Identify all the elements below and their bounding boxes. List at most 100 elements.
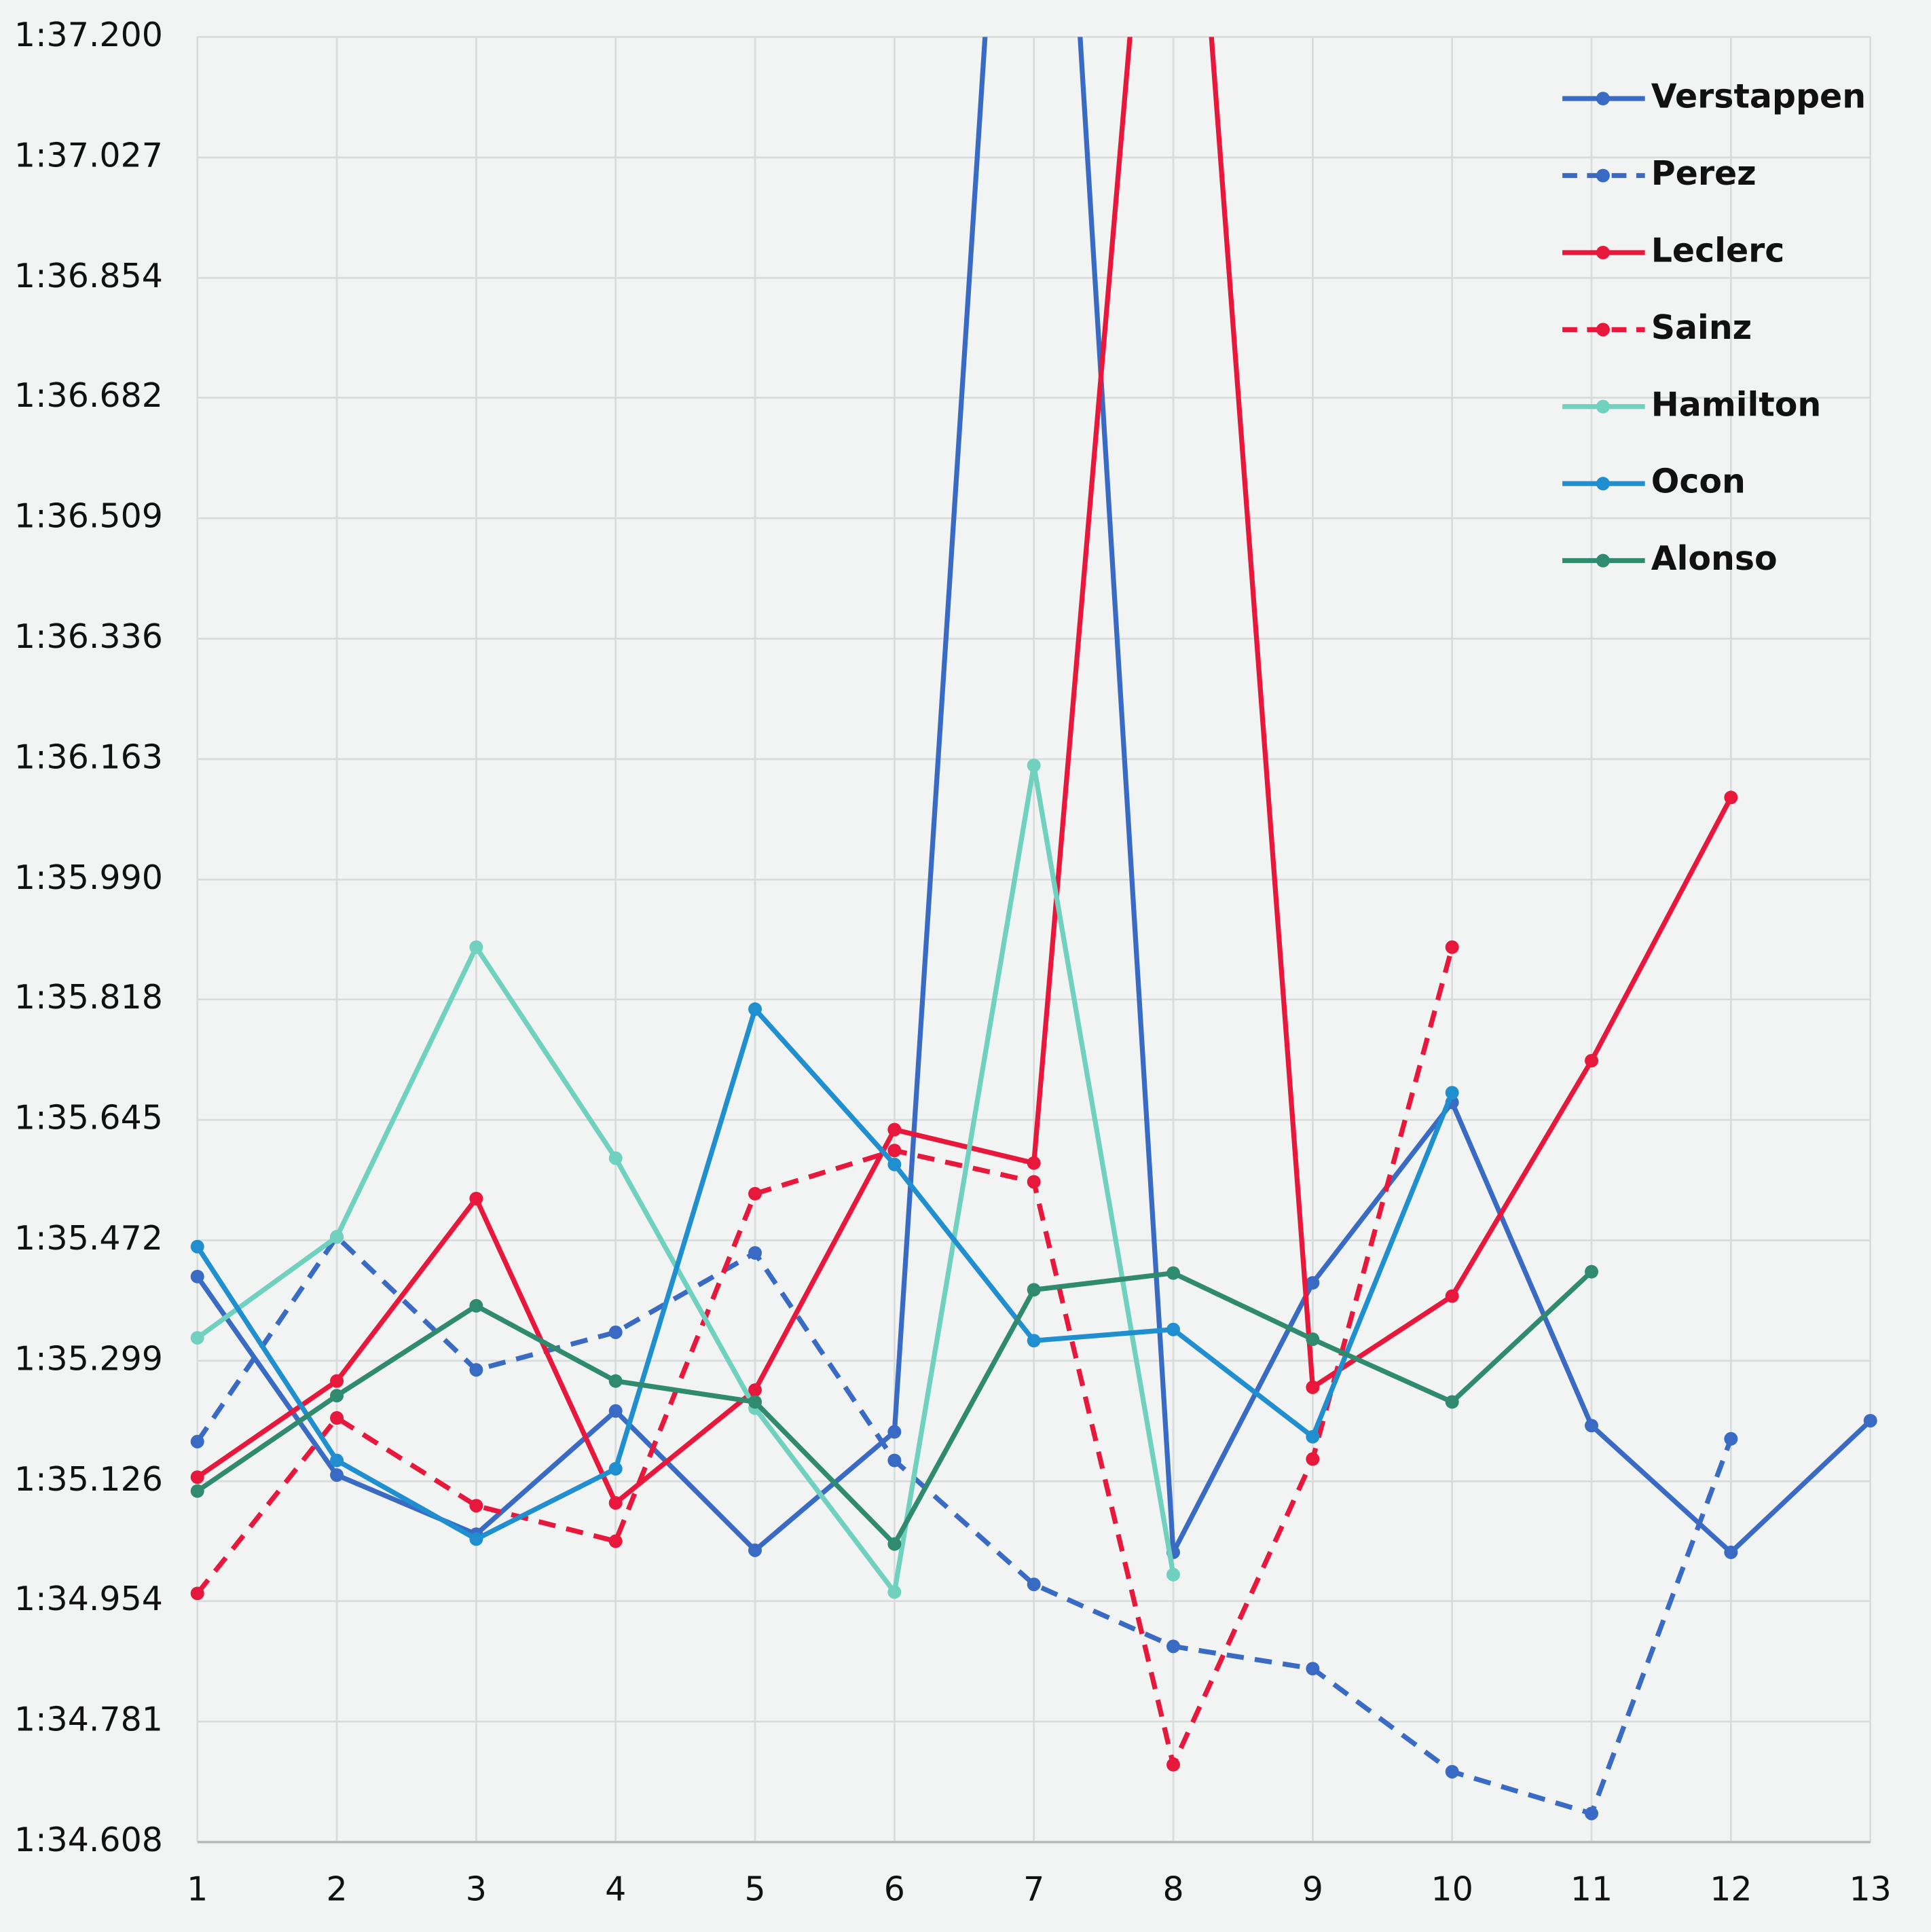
data-point	[608, 1461, 623, 1476]
data-point	[1445, 940, 1459, 954]
y-tick-label: 1:34.608	[14, 1821, 163, 1859]
data-point	[887, 1157, 902, 1171]
data-point	[748, 1245, 762, 1260]
legend-marker	[1596, 245, 1610, 259]
x-tick-label: 12	[1710, 1870, 1752, 1909]
data-point	[330, 1411, 344, 1425]
y-tick-label: 1:37.200	[14, 16, 163, 54]
y-tick-label: 1:36.336	[14, 617, 163, 656]
y-tick-label: 1:35.818	[14, 978, 163, 1017]
y-tick-label: 1:36.682	[14, 376, 163, 415]
legend-label: Perez	[1651, 154, 1757, 193]
x-tick-label: 8	[1162, 1870, 1183, 1909]
axis-labels: 1:34.608 1:34.781 1:34.954 1:35.126 1:35.299…	[14, 16, 1892, 1909]
data-point	[469, 1363, 483, 1377]
data-point	[1445, 1395, 1459, 1409]
y-tick-label: 1:36.854	[14, 257, 163, 295]
data-point	[1166, 1322, 1181, 1336]
x-tick-label: 1	[187, 1870, 208, 1909]
data-point	[608, 1496, 623, 1510]
data-point	[469, 1298, 483, 1313]
data-point	[1027, 1175, 1041, 1189]
legend-label: Hamilton	[1651, 385, 1822, 424]
data-point	[330, 1389, 344, 1403]
data-point	[1724, 790, 1738, 805]
y-tick-label: 1:36.163	[14, 737, 163, 776]
data-point	[469, 1532, 483, 1546]
data-point	[1027, 1578, 1041, 1592]
data-point	[190, 1269, 204, 1283]
data-point	[1166, 1639, 1181, 1654]
data-point	[1306, 1662, 1320, 1676]
legend-label: Leclerc	[1651, 231, 1785, 270]
x-tick-label: 10	[1431, 1870, 1473, 1909]
x-tick-label: 11	[1570, 1870, 1613, 1909]
data-point	[608, 1325, 623, 1339]
data-point	[330, 1374, 344, 1388]
legend: Verstappen Perez Leclerc Sainz Hamilton Ocon A…	[1562, 77, 1866, 578]
data-point	[748, 1383, 762, 1397]
legend-marker	[1596, 323, 1610, 337]
data-point	[1027, 759, 1041, 773]
data-point	[469, 940, 483, 954]
data-point	[1027, 1156, 1041, 1170]
data-point	[469, 1499, 483, 1513]
data-point	[190, 1586, 204, 1601]
data-point	[748, 1002, 762, 1017]
legend-label: Alonso	[1651, 539, 1778, 578]
data-point	[330, 1230, 344, 1244]
data-point	[1166, 1567, 1181, 1582]
data-point	[608, 1151, 623, 1165]
series-line	[195, 946, 1455, 1768]
data-point	[1863, 1414, 1877, 1428]
data-point	[887, 1537, 902, 1551]
data-point	[748, 1543, 762, 1557]
x-tick-label: 4	[605, 1870, 626, 1909]
data-point	[1027, 1283, 1041, 1297]
x-tick-label: 5	[744, 1870, 765, 1909]
legend-marker	[1596, 92, 1610, 106]
y-tick-label: 1:36.509	[14, 497, 163, 536]
plot-area	[190, 37, 1877, 1821]
legend-marker	[1596, 168, 1610, 183]
data-point	[1306, 1276, 1320, 1290]
data-point	[1585, 1806, 1599, 1821]
data-point	[1445, 1764, 1459, 1779]
data-point	[887, 1425, 902, 1439]
legend-marker	[1596, 477, 1610, 491]
data-point	[190, 1434, 204, 1448]
data-point	[190, 1331, 204, 1345]
data-point	[887, 1123, 902, 1137]
y-tick-label: 1:35.472	[14, 1219, 163, 1258]
data-point	[1445, 1289, 1459, 1303]
data-point	[469, 1191, 483, 1205]
legend-label: Sainz	[1651, 308, 1752, 347]
data-point	[748, 1186, 762, 1201]
series-line	[196, 37, 1733, 1506]
data-point	[887, 1585, 902, 1599]
data-point	[1445, 1086, 1459, 1100]
y-tick-label: 1:35.126	[14, 1460, 163, 1499]
data-point	[1306, 1452, 1320, 1466]
data-point	[1724, 1432, 1738, 1446]
x-tick-label: 13	[1850, 1870, 1892, 1909]
data-point	[190, 1239, 204, 1254]
y-tick-label: 1:37.027	[14, 136, 163, 175]
data-point	[330, 1468, 344, 1482]
legend-label: Ocon	[1651, 462, 1746, 501]
series-line	[195, 1006, 1455, 1542]
x-tick-label: 9	[1302, 1870, 1323, 1909]
x-tick-label: 2	[326, 1870, 347, 1909]
data-point	[1724, 1545, 1738, 1559]
data-point	[330, 1453, 344, 1468]
x-tick-label: 3	[466, 1870, 487, 1909]
y-tick-label: 1:35.645	[14, 1099, 163, 1137]
data-point	[748, 1395, 762, 1409]
data-point	[1585, 1264, 1599, 1279]
y-tick-label: 1:35.299	[14, 1339, 163, 1378]
series-line	[195, 1234, 1733, 1817]
data-point	[190, 1470, 204, 1484]
data-point	[1166, 1757, 1181, 1772]
data-point	[887, 1453, 902, 1468]
